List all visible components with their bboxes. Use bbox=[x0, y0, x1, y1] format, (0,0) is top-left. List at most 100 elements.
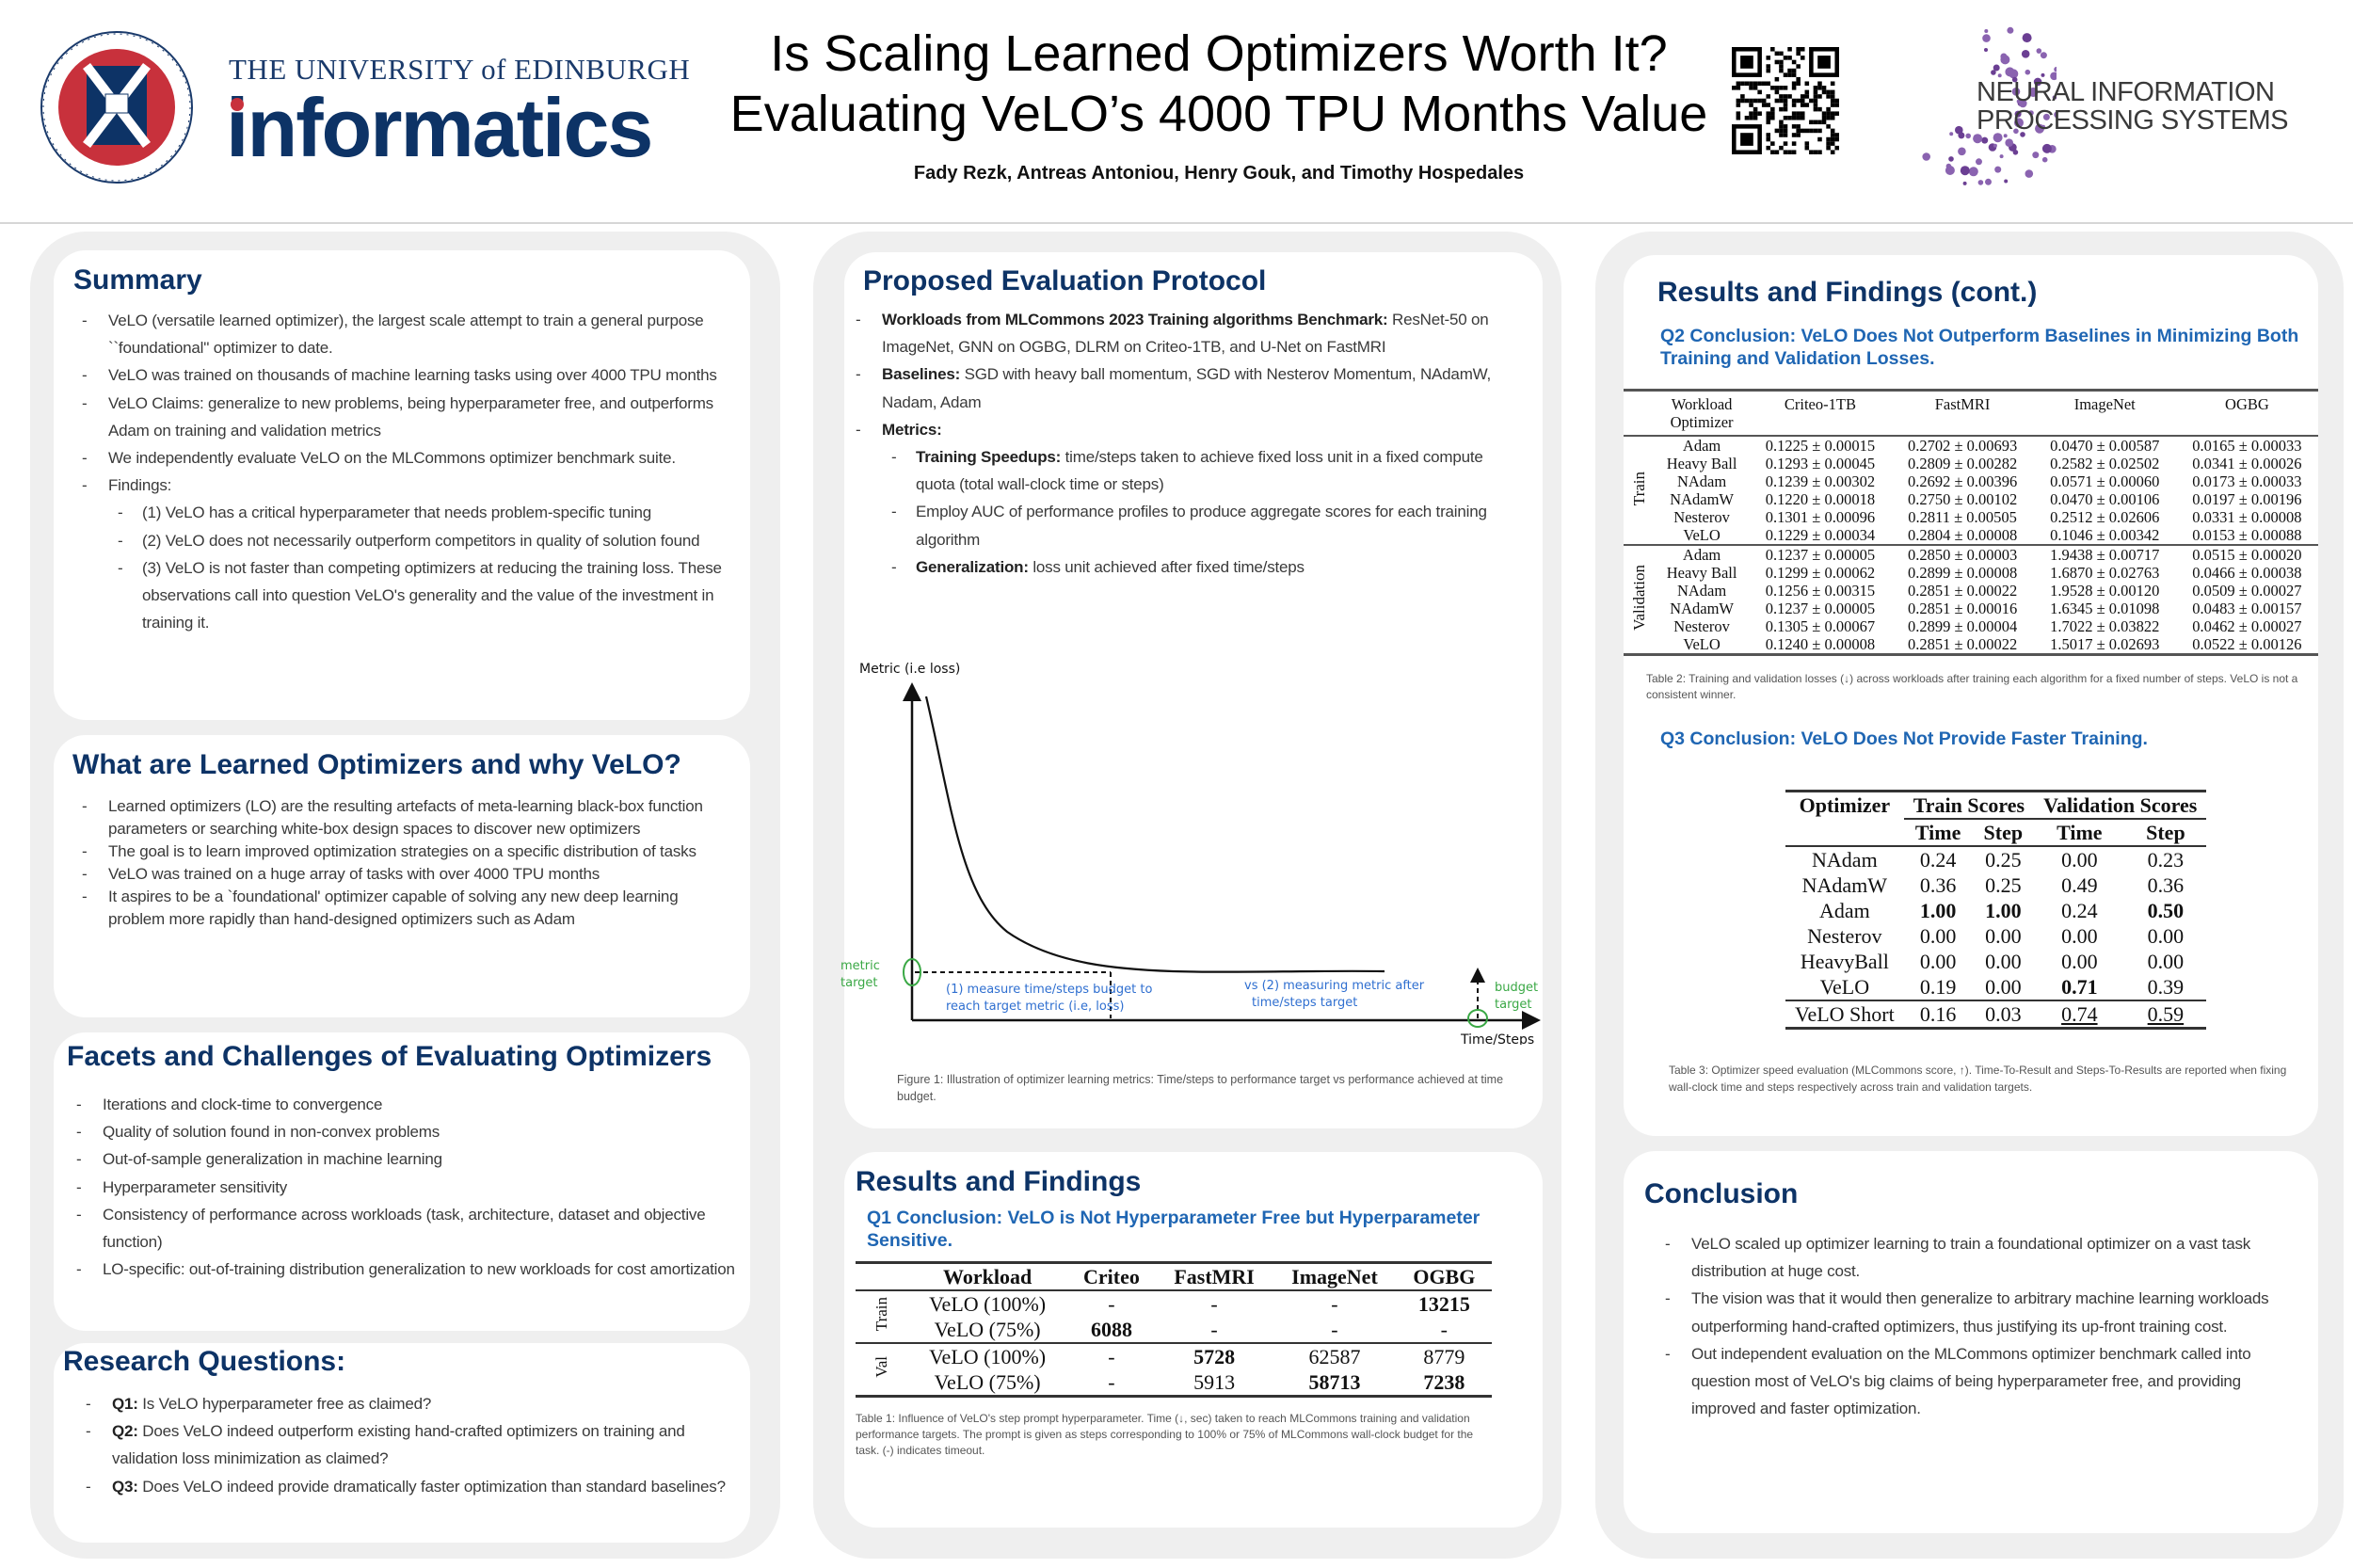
table-row: VeLO (75%) - 5913 58713 7238 bbox=[856, 1369, 1492, 1397]
table-cell: 0.50 bbox=[2147, 899, 2185, 922]
table-row: VeLO 0.1240 ± 0.00008 0.2851 ± 0.00022 1.50… bbox=[1624, 635, 2318, 655]
list-item-text: VeLO Claims: generalize to new problems,… bbox=[108, 393, 713, 440]
table-cell: 0.2851 ± 0.00016 bbox=[1907, 600, 2018, 617]
table-2-group-label: Train bbox=[1624, 436, 1655, 545]
table-row: Heavy Ball 0.1293 ± 0.00045 0.2809 ± 0.002… bbox=[1624, 455, 2318, 472]
table-1-corner bbox=[856, 1263, 907, 1291]
table-cell: 58713 bbox=[1308, 1370, 1361, 1394]
list-item: Generalization: loss unit achieved after… bbox=[846, 553, 1524, 581]
table-cell: 0.2811 ± 0.00505 bbox=[1908, 508, 2017, 526]
list-item: (3) VeLO is not faster than competing op… bbox=[72, 554, 731, 637]
table-cell: 0.2899 ± 0.00008 bbox=[1907, 564, 2018, 582]
results-cont-section: Results and Findings (cont.) Q2 Conclusi… bbox=[1624, 255, 2318, 1136]
table-cell: 1.6345 ± 0.01098 bbox=[2050, 600, 2160, 617]
table-cell: 8779 bbox=[1423, 1345, 1465, 1368]
list-item-text: Iterations and clock-time to convergence bbox=[103, 1096, 383, 1113]
table-2-column-header: FastMRI bbox=[1934, 395, 1991, 413]
list-item-bold: Q3: bbox=[112, 1477, 138, 1496]
table-cell: 1.9528 ± 0.00120 bbox=[2050, 582, 2160, 600]
table-cell: 7238 bbox=[1423, 1370, 1465, 1394]
table-2-header-row: Workload Optimizer Criteo-1TB FastMRI ImageN… bbox=[1624, 391, 2318, 437]
table-cell: 0.49 bbox=[2061, 873, 2098, 897]
list-item: VeLO was trained on a huge array of task… bbox=[72, 863, 731, 886]
table-3-caption: Table 3: Optimizer speed evaluation (MLC… bbox=[1669, 1064, 2287, 1094]
table-cell: - bbox=[1108, 1370, 1115, 1394]
list-item: The goal is to learn improved optimizati… bbox=[72, 840, 731, 863]
protocol-list: Workloads from MLCommons 2023 Training a… bbox=[846, 306, 1524, 581]
results-heading: Results and Findings bbox=[856, 1166, 1142, 1197]
list-item-bold: Training Speedups: bbox=[916, 448, 1062, 467]
conclusion-heading: Conclusion bbox=[1644, 1178, 1799, 1209]
figure-1-diagram: Metric (i.e loss) metric target budget t… bbox=[840, 662, 1541, 1045]
table-row: Nesterov 0.1301 ± 0.00096 0.2811 ± 0.00505… bbox=[1624, 508, 2318, 526]
summary-heading: Summary bbox=[73, 264, 202, 296]
table-cell: 0.1046 ± 0.00342 bbox=[2050, 526, 2160, 544]
table-cell: 0.2512 ± 0.02606 bbox=[2050, 508, 2160, 526]
qr-code[interactable] bbox=[1732, 46, 1839, 154]
list-item: Q3: Does VeLO indeed provide dramaticall… bbox=[76, 1473, 741, 1500]
q1-conclusion: Q1 Conclusion: VeLO is Not Hyperparamete… bbox=[867, 1208, 1481, 1251]
table-cell: 0.0165 ± 0.00033 bbox=[2192, 437, 2302, 455]
table-3-validation-header: Validation Scores bbox=[2034, 791, 2207, 820]
table-cell: 0.0509 ± 0.00027 bbox=[2192, 582, 2302, 600]
table-cell: 0.0197 ± 0.00196 bbox=[2192, 490, 2302, 508]
list-item-text: ResNet-50 on ImageNet, GNN on OGBG, DLRM… bbox=[882, 311, 1489, 357]
table-cell: 0.1237 ± 0.00005 bbox=[1765, 600, 1876, 617]
table-cell: 0.0173 ± 0.00033 bbox=[2192, 472, 2302, 490]
optimizer-name: Nesterov bbox=[1673, 617, 1730, 635]
conclusion-section: Conclusion VeLO scaled up optimizer lear… bbox=[1624, 1151, 2318, 1533]
list-item: LO-specific: out-of-training distributio… bbox=[67, 1256, 737, 1283]
table-cell: 0.1229 ± 0.00034 bbox=[1765, 526, 1876, 544]
table-cell: 0.0331 ± 0.00008 bbox=[2192, 508, 2302, 526]
table-row: NAdamW 0.1220 ± 0.00018 0.2750 ± 0.00102 0.… bbox=[1624, 490, 2318, 508]
table-cell: 0.2582 ± 0.02502 bbox=[2050, 455, 2160, 472]
list-item-text: It aspires to be a `foundational' optimi… bbox=[108, 888, 679, 928]
table-cell: 1.5017 ± 0.02693 bbox=[2050, 635, 2160, 653]
list-item: The vision was that it would then genera… bbox=[1656, 1285, 2297, 1339]
table-2-workload-optimizer-header: Workload Optimizer bbox=[1655, 391, 1750, 437]
table-row: Adam 1.00 1.00 0.24 0.50 bbox=[1785, 898, 2206, 923]
list-item-text: Quality of solution found in non-convex … bbox=[103, 1123, 440, 1142]
table-cell: 0.0515 ± 0.00020 bbox=[2192, 546, 2302, 564]
list-item-text: Does VeLO indeed provide dramatically fa… bbox=[137, 1477, 726, 1496]
header-optimizer: Optimizer bbox=[1670, 413, 1734, 431]
list-item: Findings: bbox=[72, 472, 731, 499]
list-item: Out-of-sample generalization in machine … bbox=[67, 1145, 737, 1173]
list-item: Metrics: bbox=[846, 416, 1524, 443]
table-cell: 13215 bbox=[1417, 1292, 1470, 1316]
table-cell: 0.19 bbox=[1919, 975, 1957, 999]
optimizer-name: Adam bbox=[1818, 899, 1870, 922]
list-item-text: VeLO was trained on thousands of machine… bbox=[108, 366, 717, 385]
list-item-text: loss unit achieved after fixed time/step… bbox=[1028, 557, 1305, 576]
list-item-bold: Metrics: bbox=[882, 420, 942, 439]
table-cell: 0.00 bbox=[2061, 950, 2098, 973]
table-cell: 0.0483 ± 0.00157 bbox=[2192, 600, 2302, 617]
table-row: NAdam 0.1239 ± 0.00302 0.2692 ± 0.00396 0.0… bbox=[1624, 472, 2318, 490]
table-cell: 6088 bbox=[1090, 1318, 1132, 1341]
table-cell: - bbox=[1210, 1292, 1218, 1316]
research-questions-section: Research Questions: Q1: Is VeLO hyperpar… bbox=[54, 1343, 750, 1543]
table-row: NAdamW 0.36 0.25 0.49 0.36 bbox=[1785, 872, 2206, 898]
optimizer-name: VeLO (100%) bbox=[929, 1345, 1047, 1368]
table-3-subheader-row: Time Step Time Step bbox=[1785, 819, 2207, 846]
table-row: NAdam 0.1256 ± 0.00315 0.2851 ± 0.00022 1.9… bbox=[1624, 582, 2318, 600]
optimizer-name: Nesterov bbox=[1673, 508, 1730, 526]
table-row: VeLO 0.1229 ± 0.00034 0.2804 ± 0.00008 0.10… bbox=[1624, 526, 2318, 545]
optimizer-name: Heavy Ball bbox=[1666, 455, 1737, 472]
list-item: VeLO (versatile learned optimizer), the … bbox=[72, 307, 731, 361]
table-cell: 0.00 bbox=[2147, 950, 2185, 973]
list-item-text: Out independent evaluation on the MLComm… bbox=[1691, 1344, 2251, 1418]
list-item: Q1: Is VeLO hyperparameter free as claim… bbox=[76, 1390, 741, 1417]
optimizer-name: VeLO (75%) bbox=[934, 1370, 1041, 1394]
table-1-column-header: FastMRI bbox=[1174, 1265, 1255, 1288]
table-cell: 0.1299 ± 0.00062 bbox=[1765, 564, 1876, 582]
header-workload: Workload bbox=[1671, 395, 1733, 413]
table-cell: 0.2899 ± 0.00004 bbox=[1907, 617, 2018, 635]
table-cell: 0.24 bbox=[1919, 848, 1957, 872]
table-cell: 0.00 bbox=[1985, 975, 2022, 999]
figure-metric-target-label-2: target bbox=[840, 976, 878, 990]
optimizer-name: HeavyBall bbox=[1800, 950, 1889, 973]
table-1-group-label: Train bbox=[856, 1290, 907, 1343]
results-cont-heading: Results and Findings (cont.) bbox=[1657, 277, 2038, 308]
protocol-section: Proposed Evaluation Protocol Workloads f… bbox=[844, 252, 1543, 1128]
